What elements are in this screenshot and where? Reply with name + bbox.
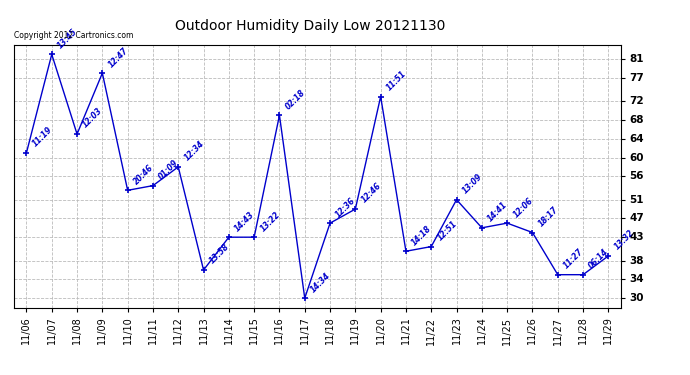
Text: 12:51: 12:51 <box>435 219 459 242</box>
Text: 13:09: 13:09 <box>461 172 484 195</box>
Text: 64: 64 <box>629 134 644 144</box>
Text: 14:41: 14:41 <box>486 200 509 223</box>
Text: 18:17: 18:17 <box>537 205 560 228</box>
Text: 12:47: 12:47 <box>106 46 130 69</box>
Text: 12:03: 12:03 <box>81 106 105 130</box>
Text: 14:18: 14:18 <box>410 224 433 247</box>
Text: 11:19: 11:19 <box>30 125 54 148</box>
Text: 12:34: 12:34 <box>182 140 206 163</box>
Text: 38: 38 <box>629 256 644 266</box>
Text: Copyright 2012 Cartronics.com: Copyright 2012 Cartronics.com <box>14 31 133 40</box>
Text: 68: 68 <box>629 115 644 125</box>
Text: 06:14: 06:14 <box>587 247 611 270</box>
Text: 14:43: 14:43 <box>233 210 257 233</box>
Text: 56: 56 <box>629 171 644 181</box>
Text: 47: 47 <box>629 213 644 223</box>
Text: Humidity (%): Humidity (%) <box>589 36 660 46</box>
Text: 12:06: 12:06 <box>511 196 535 219</box>
Text: 11:51: 11:51 <box>385 69 408 92</box>
Text: 30: 30 <box>629 293 644 303</box>
Text: 02:18: 02:18 <box>284 88 307 111</box>
Text: 12:46: 12:46 <box>359 182 383 205</box>
Text: 77: 77 <box>629 73 644 83</box>
Text: 60: 60 <box>629 153 644 162</box>
Text: 01:09: 01:09 <box>157 158 181 182</box>
Text: 20:46: 20:46 <box>132 163 155 186</box>
Text: 13:22: 13:22 <box>258 210 282 233</box>
Text: 14:34: 14:34 <box>309 271 333 294</box>
Text: 34: 34 <box>629 274 644 284</box>
Text: 13:32: 13:32 <box>613 228 636 252</box>
Text: 81: 81 <box>629 54 644 64</box>
Text: 13:45: 13:45 <box>56 27 79 50</box>
Text: 11:27: 11:27 <box>562 247 585 270</box>
Text: 13:58: 13:58 <box>208 243 231 266</box>
Text: 43: 43 <box>629 232 644 242</box>
Text: 12:36: 12:36 <box>334 196 357 219</box>
Text: Outdoor Humidity Daily Low 20121130: Outdoor Humidity Daily Low 20121130 <box>175 19 446 33</box>
Text: 72: 72 <box>629 96 644 106</box>
Text: 51: 51 <box>629 195 644 205</box>
